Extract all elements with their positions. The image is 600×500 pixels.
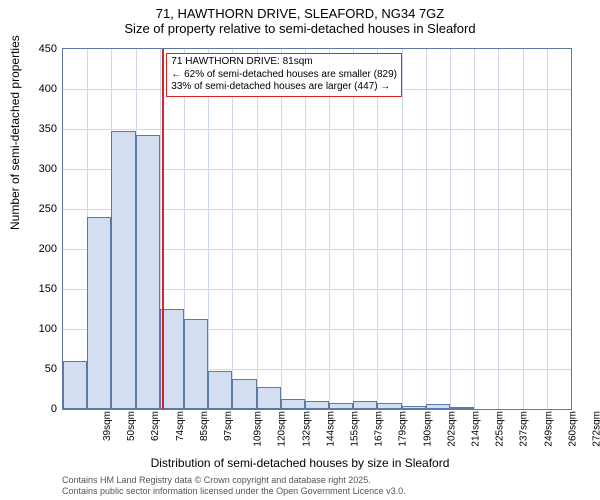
grid-line xyxy=(208,49,209,409)
histogram-bar xyxy=(377,403,401,409)
x-tick-label: 155sqm xyxy=(350,411,361,447)
grid-line xyxy=(257,49,258,409)
grid-line xyxy=(426,49,427,409)
x-tick-label: 225sqm xyxy=(495,411,506,447)
x-tick-label: 214sqm xyxy=(471,411,482,447)
x-tick-label: 109sqm xyxy=(253,411,264,447)
grid-line xyxy=(281,49,282,409)
histogram-bar xyxy=(111,131,135,409)
y-tick-label: 400 xyxy=(39,83,63,95)
x-tick-label: 237sqm xyxy=(519,411,530,447)
x-tick-label: 74sqm xyxy=(175,411,186,441)
x-tick-label: 50sqm xyxy=(126,411,137,441)
grid-line xyxy=(232,49,233,409)
grid-line xyxy=(402,49,403,409)
x-tick-label: 190sqm xyxy=(422,411,433,447)
y-tick-label: 350 xyxy=(39,123,63,135)
x-tick-label: 202sqm xyxy=(446,411,457,447)
attribution-line: Contains public sector information licen… xyxy=(62,486,406,497)
grid-line xyxy=(305,49,306,409)
x-axis-label: Distribution of semi-detached houses by … xyxy=(0,456,600,470)
x-tick-label: 39sqm xyxy=(102,411,113,441)
attribution-block: Contains HM Land Registry data © Crown c… xyxy=(62,475,406,497)
callout-line: 71 HAWTHORN DRIVE: 81sqm xyxy=(171,56,397,69)
marker-callout: 71 HAWTHORN DRIVE: 81sqm ← 62% of semi-d… xyxy=(166,53,402,97)
histogram-bar xyxy=(63,361,87,409)
histogram-bar xyxy=(329,403,353,409)
x-tick-label: 167sqm xyxy=(374,411,385,447)
x-tick-label: 260sqm xyxy=(567,411,578,447)
callout-line: 33% of semi-detached houses are larger (… xyxy=(171,81,397,94)
y-axis-label: Number of semi-detached properties xyxy=(8,35,22,230)
x-tick-label: 85sqm xyxy=(199,411,210,441)
x-tick-label: 132sqm xyxy=(301,411,312,447)
y-tick-label: 250 xyxy=(39,203,63,215)
grid-line xyxy=(450,49,451,409)
y-tick-label: 150 xyxy=(39,283,63,295)
grid-line xyxy=(329,49,330,409)
x-tick-label: 62sqm xyxy=(150,411,161,441)
histogram-bar xyxy=(232,379,256,409)
chart-subtitle: Size of property relative to semi-detach… xyxy=(0,21,600,36)
chart-title: 71, HAWTHORN DRIVE, SLEAFORD, NG34 7GZ xyxy=(0,6,600,21)
histogram-bar xyxy=(136,135,160,409)
histogram-bar xyxy=(305,401,329,409)
histogram-bar xyxy=(402,406,426,409)
y-tick-label: 0 xyxy=(51,403,63,415)
grid-line xyxy=(547,49,548,409)
histogram-bar xyxy=(450,407,474,409)
title-block: 71, HAWTHORN DRIVE, SLEAFORD, NG34 7GZ S… xyxy=(0,0,600,36)
chart-container: 71, HAWTHORN DRIVE, SLEAFORD, NG34 7GZ S… xyxy=(0,0,600,500)
plot-area: 71 HAWTHORN DRIVE: 81sqm ← 62% of semi-d… xyxy=(62,48,572,410)
x-tick-label: 179sqm xyxy=(398,411,409,447)
grid-line xyxy=(523,49,524,409)
y-tick-label: 50 xyxy=(45,363,63,375)
y-tick-label: 450 xyxy=(39,43,63,55)
histogram-bar xyxy=(184,319,208,409)
histogram-bar xyxy=(208,371,232,409)
histogram-bar xyxy=(281,399,305,409)
grid-line xyxy=(353,49,354,409)
x-tick-label: 120sqm xyxy=(277,411,288,447)
histogram-bar xyxy=(87,217,111,409)
y-tick-label: 100 xyxy=(39,323,63,335)
histogram-bar xyxy=(353,401,377,409)
x-tick-label: 249sqm xyxy=(543,411,554,447)
grid-line xyxy=(63,129,571,130)
histogram-bar xyxy=(426,404,450,409)
histogram-bar xyxy=(257,387,281,409)
marker-line xyxy=(162,49,164,409)
grid-line xyxy=(377,49,378,409)
grid-line xyxy=(474,49,475,409)
x-tick-label: 272sqm xyxy=(591,411,600,447)
x-tick-label: 97sqm xyxy=(223,411,234,441)
callout-line: ← 62% of semi-detached houses are smalle… xyxy=(171,69,397,82)
y-tick-label: 200 xyxy=(39,243,63,255)
grid-line xyxy=(498,49,499,409)
y-tick-label: 300 xyxy=(39,163,63,175)
x-tick-label: 144sqm xyxy=(325,411,336,447)
attribution-line: Contains HM Land Registry data © Crown c… xyxy=(62,475,406,486)
